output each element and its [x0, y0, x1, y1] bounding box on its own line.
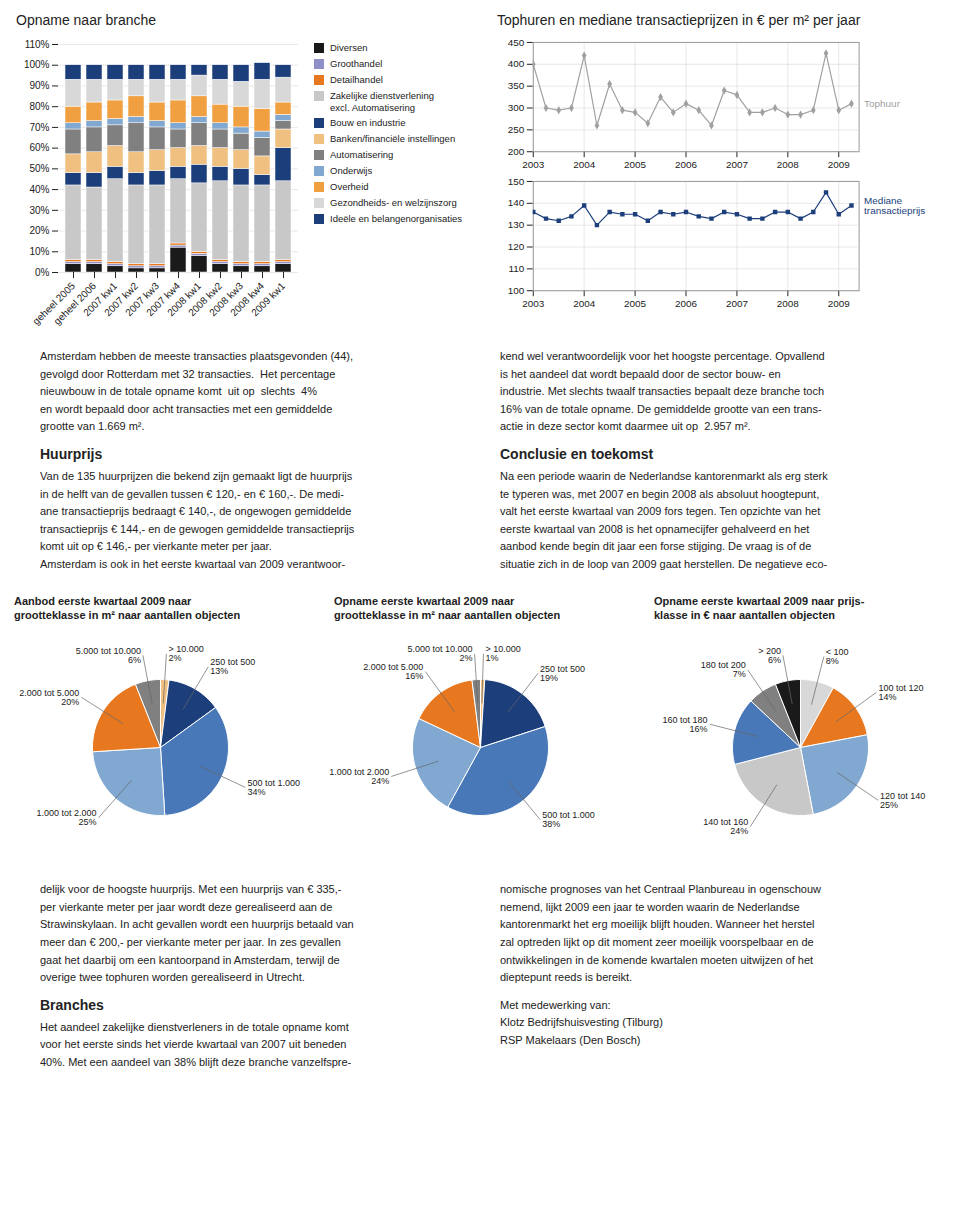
svg-text:200: 200 [508, 146, 525, 157]
svg-text:500 tot 1.00034%: 500 tot 1.00034% [247, 778, 300, 797]
svg-text:> 2006%: > 2006% [758, 646, 781, 665]
html-text:Met medewerking van: Klotz Bed: Met medewerking van: Klotz Bedrijfshuisv… [500, 998, 663, 1046]
html-text:Van de 135 huurprijzen die bek: Van de 135 huurprijzen die bekend zijn g… [40, 470, 355, 570]
svg-text:2009: 2009 [828, 159, 851, 170]
html-text:Bouw en industrie: Bouw en industrie [330, 117, 406, 129]
html-text:Automatisering: Automatisering [330, 149, 394, 161]
svg-text:2007 kw3: 2007 kw3 [123, 280, 162, 319]
svg-text:70%: 70% [29, 122, 49, 133]
html-text:Opname naar branche: Opname naar branche [16, 12, 157, 28]
svg-text:140 tot 16024%: 140 tot 16024% [703, 817, 748, 836]
html-text:delijk voor de hoogste huurpri: delijk voor de hoogste huurprijs. Met ee… [40, 883, 354, 984]
svg-text:geheel 2006: geheel 2006 [51, 280, 99, 327]
svg-text:2006: 2006 [675, 159, 698, 170]
svg-text:2008 kw4: 2008 kw4 [228, 280, 267, 319]
html-text:Gezondheids- en welzijnszorg: Gezondheids- en welzijnszorg [330, 196, 457, 208]
svg-text:2004: 2004 [573, 298, 596, 309]
svg-text:300: 300 [508, 102, 525, 113]
svg-text:2008: 2008 [777, 298, 800, 309]
svg-text:100%: 100% [24, 59, 50, 70]
svg-text:90%: 90% [29, 80, 49, 91]
html-text:nomische prognoses van het Cen: nomische prognoses van het Centraal Plan… [500, 883, 821, 984]
html-text:Na een periode waarin de Neder: Na een periode waarin de Nederlandse kan… [500, 470, 828, 570]
svg-text:2003: 2003 [522, 159, 545, 170]
html-text:Huurprijs: Huurprijs [40, 446, 103, 462]
svg-text:2.000 tot 5.00020%: 2.000 tot 5.00020% [19, 688, 79, 707]
svg-text:50%: 50% [29, 163, 49, 174]
svg-text:5.000 tot 10.0006%: 5.000 tot 10.0006% [76, 646, 141, 665]
svg-text:180 tot 2007%: 180 tot 2007% [701, 660, 746, 679]
svg-text:140: 140 [508, 198, 525, 209]
svg-text:2007: 2007 [726, 298, 749, 309]
svg-text:2007 kw2: 2007 kw2 [102, 280, 141, 319]
html-text:Banken/financiële instellingen: Banken/financiële instellingen [330, 133, 456, 145]
html-text:Groothandel: Groothandel [330, 57, 383, 69]
svg-text:80%: 80% [29, 101, 49, 112]
html-text:Diversen: Diversen [330, 42, 368, 53]
svg-text:2008: 2008 [777, 159, 800, 170]
svg-text:< 1008%: < 1008% [826, 647, 849, 666]
html-text:Amsterdam hebben de meeste tra: Amsterdam hebben de meeste transacties p… [40, 350, 354, 433]
html-text:Het aandeel zakelijke dienstve: Het aandeel zakelijke dienstverleners in… [40, 1020, 352, 1068]
html-text:Branches: Branches [40, 996, 104, 1013]
svg-text:450: 450 [508, 37, 525, 48]
svg-text:250: 250 [508, 124, 525, 135]
svg-text:2008 kw3: 2008 kw3 [207, 280, 246, 319]
svg-text:500 tot 1.00038%: 500 tot 1.00038% [542, 810, 595, 829]
svg-text:400: 400 [508, 58, 525, 69]
svg-text:20%: 20% [29, 225, 49, 236]
svg-text:250 tot 50019%: 250 tot 50019% [540, 664, 585, 683]
html-text:Onderwijs: Onderwijs [330, 165, 373, 176]
svg-text:100: 100 [508, 285, 525, 296]
svg-text:2008 kw2: 2008 kw2 [186, 280, 225, 319]
svg-text:Medianetransactieprijs: Medianetransactieprijs [864, 195, 925, 216]
html-text:Opname eerste kwartaal 2009 na: Opname eerste kwartaal 2009 naar grootte… [334, 594, 561, 622]
svg-text:0%: 0% [35, 267, 50, 278]
svg-text:250 tot 50013%: 250 tot 50013% [210, 657, 255, 676]
html-text:Tophuren en mediane transactie: Tophuren en mediane transactieprijzen in… [496, 12, 861, 28]
svg-text:120: 120 [508, 241, 525, 252]
html-text:Conclusie en toekomst: Conclusie en toekomst [500, 446, 654, 462]
svg-text:60%: 60% [29, 142, 49, 153]
svg-text:2004: 2004 [573, 159, 596, 170]
svg-text:2008 kw1: 2008 kw1 [165, 280, 204, 319]
svg-text:1.000 tot 2.00024%: 1.000 tot 2.00024% [329, 767, 389, 786]
svg-text:2007: 2007 [726, 159, 749, 170]
html-text:Aanbod eerste kwartaal 2009 na: Aanbod eerste kwartaal 2009 naar grootte… [14, 594, 241, 622]
svg-text:2006: 2006 [675, 298, 698, 309]
svg-text:2.000 tot 5.00016%: 2.000 tot 5.00016% [363, 662, 423, 681]
svg-text:150: 150 [508, 176, 525, 187]
svg-text:30%: 30% [29, 205, 49, 216]
svg-text:2009 kw1: 2009 kw1 [249, 280, 287, 318]
svg-text:> 10.0001%: > 10.0001% [485, 644, 520, 663]
svg-text:160 tot 18016%: 160 tot 18016% [663, 715, 708, 734]
svg-text:2005: 2005 [624, 298, 647, 309]
svg-text:10%: 10% [29, 246, 49, 257]
html-text:Ideële en belangenorganisaties: Ideële en belangenorganisaties [330, 212, 463, 224]
html-text:Zakelijke dienstverlening excl: Zakelijke dienstverlening excl. Automati… [330, 89, 434, 113]
svg-text:100 tot 12014%: 100 tot 12014% [878, 683, 923, 702]
svg-text:130: 130 [508, 219, 525, 230]
svg-text:2007 kw1: 2007 kw1 [81, 280, 120, 319]
svg-text:5.000 tot 10.0002%: 5.000 tot 10.0002% [408, 644, 473, 663]
svg-text:2003: 2003 [522, 298, 545, 309]
svg-text:geheel 2005: geheel 2005 [30, 280, 78, 327]
svg-text:110: 110 [508, 263, 524, 274]
svg-text:350: 350 [508, 80, 525, 91]
html-text:Detailhandel: Detailhandel [330, 73, 383, 85]
svg-text:110%: 110% [25, 39, 50, 50]
svg-text:> 10.0002%: > 10.0002% [168, 644, 203, 663]
svg-text:2009: 2009 [828, 298, 851, 309]
html-text:Overheid: Overheid [330, 180, 369, 192]
html-text:kend wel verantwoordelijk voor: kend wel verantwoordelijk voor het hoogs… [500, 350, 825, 433]
svg-text:2007 kw4: 2007 kw4 [144, 280, 183, 319]
svg-text:2005: 2005 [624, 159, 647, 170]
svg-text:120 tot 14025%: 120 tot 14025% [880, 791, 925, 810]
svg-text:Tophuur: Tophuur [864, 98, 901, 109]
svg-text:40%: 40% [29, 184, 49, 195]
html-text:Opname eerste kwartaal 2009 na: Opname eerste kwartaal 2009 naar prijs- … [654, 594, 865, 622]
svg-text:1.000 tot 2.00025%: 1.000 tot 2.00025% [36, 808, 96, 827]
